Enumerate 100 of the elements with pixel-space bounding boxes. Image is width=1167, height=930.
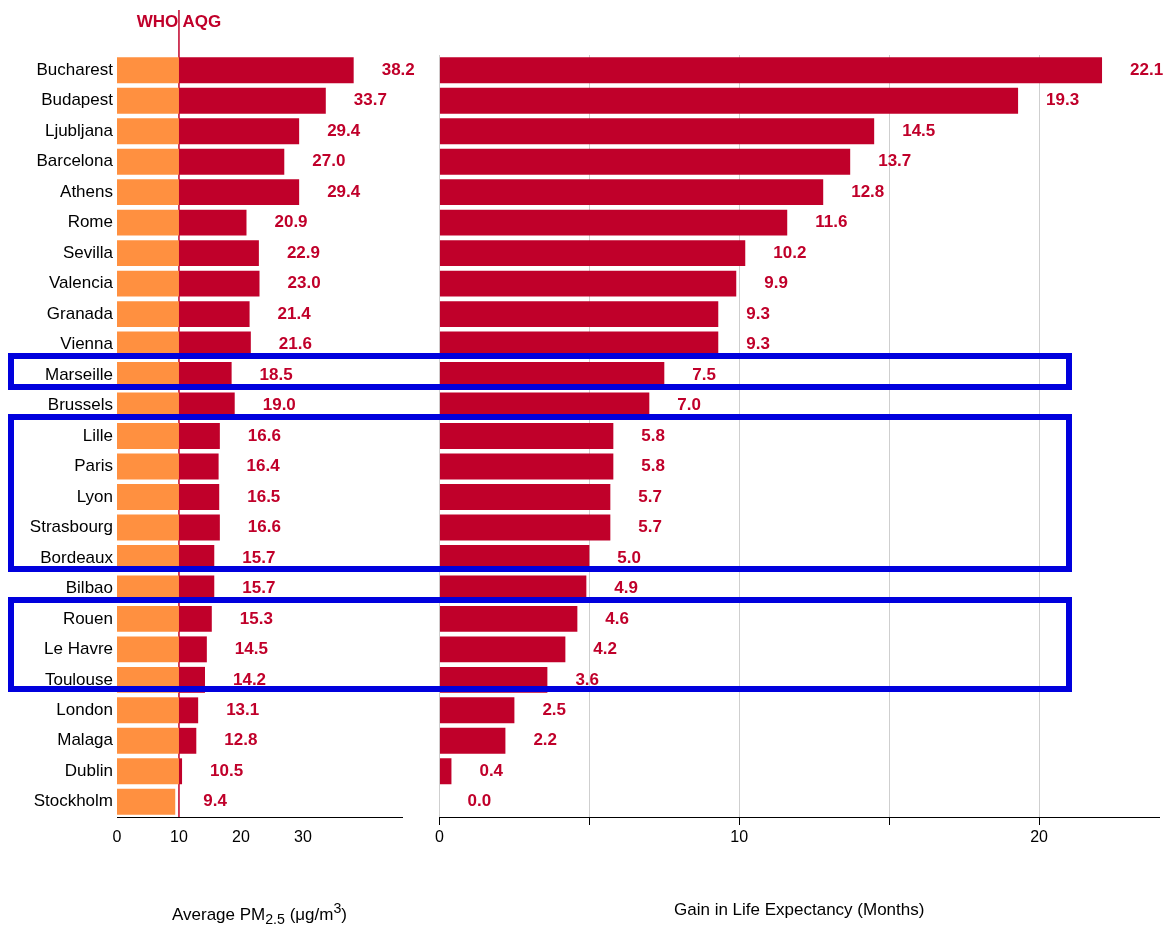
- bar: [439, 423, 614, 449]
- bar: [439, 605, 578, 632]
- bar: [117, 179, 179, 206]
- bar: [117, 453, 179, 480]
- bar: [439, 148, 851, 175]
- bar: [117, 87, 179, 114]
- bar: [117, 57, 179, 84]
- data-label: 13.7: [878, 151, 912, 171]
- y-tick-label: Dublin: [64, 760, 113, 780]
- total-label: 21.6: [278, 334, 312, 354]
- bar: [439, 636, 566, 663]
- total-label: 15.7: [242, 578, 276, 598]
- total-label: 16.6: [247, 425, 281, 445]
- data-label: 4.9: [614, 578, 638, 598]
- total-label: 14.5: [234, 639, 268, 659]
- total-label: 15.3: [239, 608, 273, 628]
- bar: [439, 758, 452, 785]
- bar: [117, 758, 179, 785]
- bar: [117, 301, 179, 328]
- total-label: 12.8: [224, 730, 258, 750]
- bar: [439, 118, 875, 145]
- y-tick-label: Lyon: [76, 486, 113, 506]
- data-label: 9.9: [764, 273, 788, 293]
- total-label: 21.4: [277, 303, 312, 323]
- x-tick-label: 20: [232, 828, 250, 846]
- y-tick-label: Budapest: [41, 90, 114, 110]
- y-tick-label: Bucharest: [36, 59, 114, 79]
- data-label: 10.2: [773, 242, 807, 262]
- y-tick-label: Bordeaux: [40, 547, 114, 567]
- y-tick-label: Granada: [46, 303, 114, 323]
- total-label: 23.0: [287, 273, 321, 293]
- total-label: 16.5: [247, 486, 281, 506]
- total-label: 18.5: [259, 364, 293, 384]
- y-tick-label: Ljubljana: [44, 120, 114, 140]
- x-axis-title: Gain in Life Expectancy (Months): [674, 900, 925, 920]
- x-tick-label: 0: [112, 828, 122, 846]
- data-label: 0.0: [467, 791, 492, 811]
- data-label: 7.5: [692, 364, 716, 384]
- bar: [439, 514, 611, 541]
- y-tick-label: Lille: [82, 425, 113, 445]
- total-label: 14.2: [232, 669, 267, 689]
- y-tick-label: Brussels: [47, 395, 113, 415]
- bar: [117, 697, 179, 724]
- data-label: 11.6: [815, 212, 848, 232]
- bar: [117, 209, 179, 236]
- data-label: 9.3: [746, 334, 770, 354]
- y-tick-label: Bilbao: [65, 578, 113, 598]
- y-tick-label: Marseille: [44, 364, 113, 384]
- total-label: 16.6: [247, 517, 281, 537]
- total-label: 19.0: [262, 395, 296, 415]
- bar: [439, 179, 824, 206]
- bar: [117, 727, 179, 754]
- bar: [117, 605, 179, 632]
- ref-line-label: WHO AQG: [136, 11, 222, 31]
- total-label: 33.7: [353, 90, 387, 110]
- bar: [117, 270, 179, 297]
- data-label: 5.0: [617, 547, 641, 567]
- total-label: 38.2: [381, 59, 415, 79]
- data-label: 19.3: [1046, 90, 1080, 110]
- bar: [117, 423, 179, 449]
- data-label: 7.0: [677, 395, 701, 415]
- data-label: 0.4: [479, 760, 504, 780]
- y-tick-label: Vienna: [60, 334, 114, 354]
- bar: [439, 301, 719, 328]
- y-tick-label: Rome: [67, 212, 113, 232]
- bar: [439, 209, 788, 236]
- bar: [117, 636, 179, 663]
- x-tick-label: 10: [730, 828, 749, 846]
- bar: [117, 514, 179, 541]
- y-tick-label: Barcelona: [36, 151, 114, 171]
- data-label: 5.8: [641, 456, 665, 476]
- bar: [117, 788, 176, 815]
- data-label: 9.3: [746, 303, 770, 323]
- x-tick-label: 30: [293, 828, 312, 846]
- bar: [117, 240, 179, 267]
- y-tick-label: London: [56, 700, 113, 720]
- x-axis-title: Average PM$_{2.5}$ (μg/m$^{3}$): [172, 900, 347, 928]
- y-tick-label: Stockholm: [33, 791, 113, 811]
- y-tick-label: Sevilla: [62, 242, 114, 262]
- total-label: 22.9: [286, 242, 320, 262]
- y-tick-label: Toulouse: [44, 669, 113, 689]
- total-label: 20.9: [274, 212, 308, 232]
- y-tick-label: Rouen: [62, 608, 113, 628]
- y-tick-label: Le Havre: [44, 639, 113, 659]
- data-label: 3.6: [575, 669, 600, 689]
- total-label: 29.4: [327, 181, 361, 201]
- total-label: 27.0: [312, 151, 346, 171]
- bar: [439, 57, 1103, 84]
- data-label: 2.2: [533, 730, 558, 750]
- data-label: 5.7: [638, 517, 662, 537]
- data-label: 14.5: [902, 120, 936, 140]
- y-tick-label: Valencia: [49, 273, 114, 293]
- bar: [439, 240, 746, 267]
- x-tick-label: 0: [435, 828, 444, 846]
- total-label: 15.7: [242, 547, 276, 567]
- data-label: 22.1: [1130, 59, 1164, 79]
- data-label: 5.7: [638, 486, 662, 506]
- bar: [117, 118, 179, 145]
- bar: [439, 727, 506, 754]
- bar: [117, 484, 179, 510]
